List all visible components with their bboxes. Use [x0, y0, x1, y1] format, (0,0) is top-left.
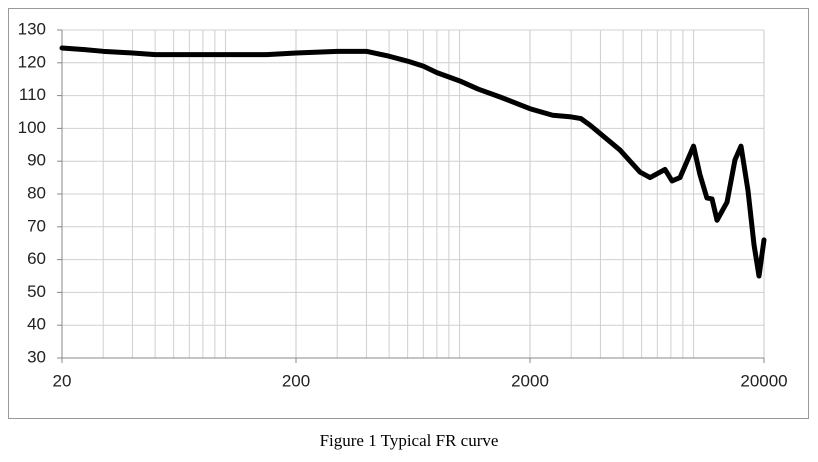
y-tick-label: 60 [27, 249, 46, 268]
fr-curve [59, 45, 767, 279]
y-tick-label: 50 [27, 282, 46, 301]
y-tick-label: 40 [27, 315, 46, 334]
y-tick-label: 100 [18, 118, 46, 137]
y-tick-label: 130 [18, 19, 46, 38]
y-tick-label: 110 [19, 85, 46, 104]
x-tick-label: 2000 [511, 371, 549, 390]
y-tick-label: 70 [27, 216, 46, 235]
x-tick-label: 20000 [740, 371, 787, 390]
y-tick-label: 120 [18, 52, 46, 71]
y-tick-label: 30 [27, 347, 46, 366]
caption: Figure 1 Typical FR curve [320, 431, 499, 450]
y-tick-label: 90 [27, 151, 46, 170]
x-tick-label: 20 [53, 371, 72, 390]
chart-frame [8, 8, 809, 419]
x-tick-label: 200 [282, 371, 310, 390]
y-tick-label: 80 [27, 183, 46, 202]
